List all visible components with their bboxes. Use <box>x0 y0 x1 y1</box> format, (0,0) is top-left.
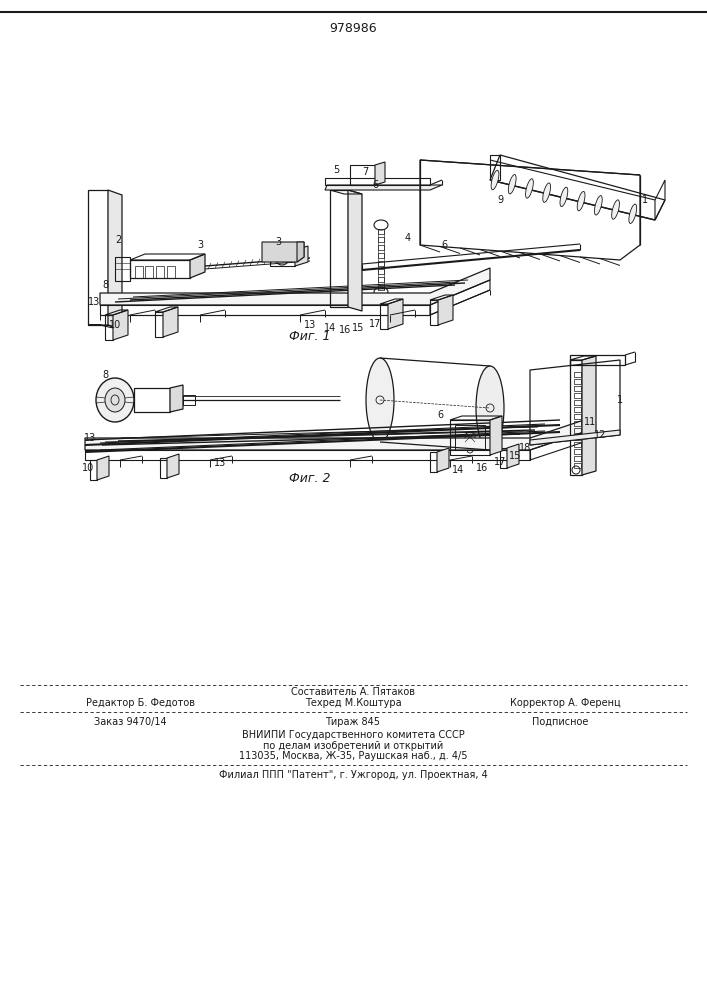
Polygon shape <box>170 385 183 412</box>
Text: 113035, Москва, Ж-35, Раушская наб., д. 4/5: 113035, Москва, Ж-35, Раушская наб., д. … <box>239 751 467 761</box>
Polygon shape <box>297 242 304 262</box>
Polygon shape <box>85 418 590 450</box>
Ellipse shape <box>525 179 533 198</box>
Polygon shape <box>167 454 179 478</box>
Polygon shape <box>262 242 304 262</box>
Text: Корректор А. Ференц: Корректор А. Ференц <box>510 698 620 708</box>
Polygon shape <box>113 310 128 340</box>
Text: 17: 17 <box>493 457 506 467</box>
Text: Заказ 9470/14: Заказ 9470/14 <box>94 717 166 727</box>
Polygon shape <box>582 356 596 475</box>
Text: ВНИИПИ Государственного комитета СССР: ВНИИПИ Государственного комитета СССР <box>242 730 464 740</box>
Polygon shape <box>507 444 519 468</box>
Text: 18: 18 <box>519 443 531 453</box>
Text: Фиг. 1: Фиг. 1 <box>289 330 331 344</box>
Polygon shape <box>348 190 362 311</box>
Text: 8: 8 <box>102 370 108 380</box>
Text: 9: 9 <box>497 195 503 205</box>
Ellipse shape <box>612 200 619 219</box>
Text: 3: 3 <box>197 240 203 250</box>
Text: 3: 3 <box>275 237 281 247</box>
Text: Тираж 845: Тираж 845 <box>325 717 380 727</box>
Polygon shape <box>163 307 178 337</box>
Ellipse shape <box>577 191 585 211</box>
Ellipse shape <box>96 378 134 422</box>
Polygon shape <box>530 430 620 445</box>
Text: 12: 12 <box>594 430 606 440</box>
Text: 14: 14 <box>324 323 336 333</box>
Text: 13: 13 <box>88 297 100 307</box>
Text: 1: 1 <box>617 395 623 405</box>
Ellipse shape <box>560 187 568 207</box>
Text: Техред М.Коштура: Техред М.Коштура <box>305 698 402 708</box>
Text: 7: 7 <box>362 167 368 177</box>
Text: 11: 11 <box>584 417 596 427</box>
Polygon shape <box>375 162 385 185</box>
Ellipse shape <box>543 183 551 202</box>
Ellipse shape <box>366 358 394 442</box>
Text: 2: 2 <box>115 235 121 245</box>
Text: Редактор Б. Федотов: Редактор Б. Федотов <box>86 698 194 708</box>
Ellipse shape <box>595 196 602 215</box>
Text: 978986: 978986 <box>329 21 377 34</box>
Ellipse shape <box>476 366 504 450</box>
Polygon shape <box>108 190 122 330</box>
Text: 10: 10 <box>109 320 121 330</box>
Text: 13: 13 <box>304 320 316 330</box>
Text: 13: 13 <box>84 433 96 443</box>
Text: по делам изобретений и открытий: по делам изобретений и открытий <box>263 741 443 751</box>
Text: Фиг. 2: Фиг. 2 <box>289 472 331 485</box>
Text: 6: 6 <box>372 180 378 190</box>
Polygon shape <box>438 295 453 325</box>
Text: 6: 6 <box>441 240 447 250</box>
Text: 14: 14 <box>452 465 464 475</box>
Polygon shape <box>388 299 403 329</box>
Polygon shape <box>97 456 109 480</box>
Text: 6: 6 <box>437 410 443 420</box>
Polygon shape <box>490 416 502 455</box>
Text: 15: 15 <box>509 451 521 461</box>
Text: Составитель А. Пятаков: Составитель А. Пятаков <box>291 687 415 697</box>
Polygon shape <box>325 185 442 190</box>
Polygon shape <box>190 254 205 278</box>
Polygon shape <box>295 246 308 266</box>
Polygon shape <box>437 448 449 472</box>
Ellipse shape <box>491 170 499 190</box>
Text: 16: 16 <box>339 325 351 335</box>
Ellipse shape <box>629 204 637 223</box>
Polygon shape <box>100 268 490 305</box>
Text: 10: 10 <box>82 463 94 473</box>
Text: Подписное: Подписное <box>532 717 588 727</box>
Ellipse shape <box>508 175 516 194</box>
Ellipse shape <box>105 388 125 412</box>
Text: 17: 17 <box>369 319 381 329</box>
Text: 8: 8 <box>102 280 108 290</box>
Text: 13: 13 <box>214 458 226 468</box>
Text: Филиал ППП "Патент", г. Ужгород, ул. Проектная, 4: Филиал ППП "Патент", г. Ужгород, ул. Про… <box>218 770 487 780</box>
Text: 1: 1 <box>642 195 648 205</box>
Text: 5: 5 <box>333 165 339 175</box>
Text: 16: 16 <box>476 463 488 473</box>
Text: 4: 4 <box>405 233 411 243</box>
Text: 15: 15 <box>352 323 364 333</box>
